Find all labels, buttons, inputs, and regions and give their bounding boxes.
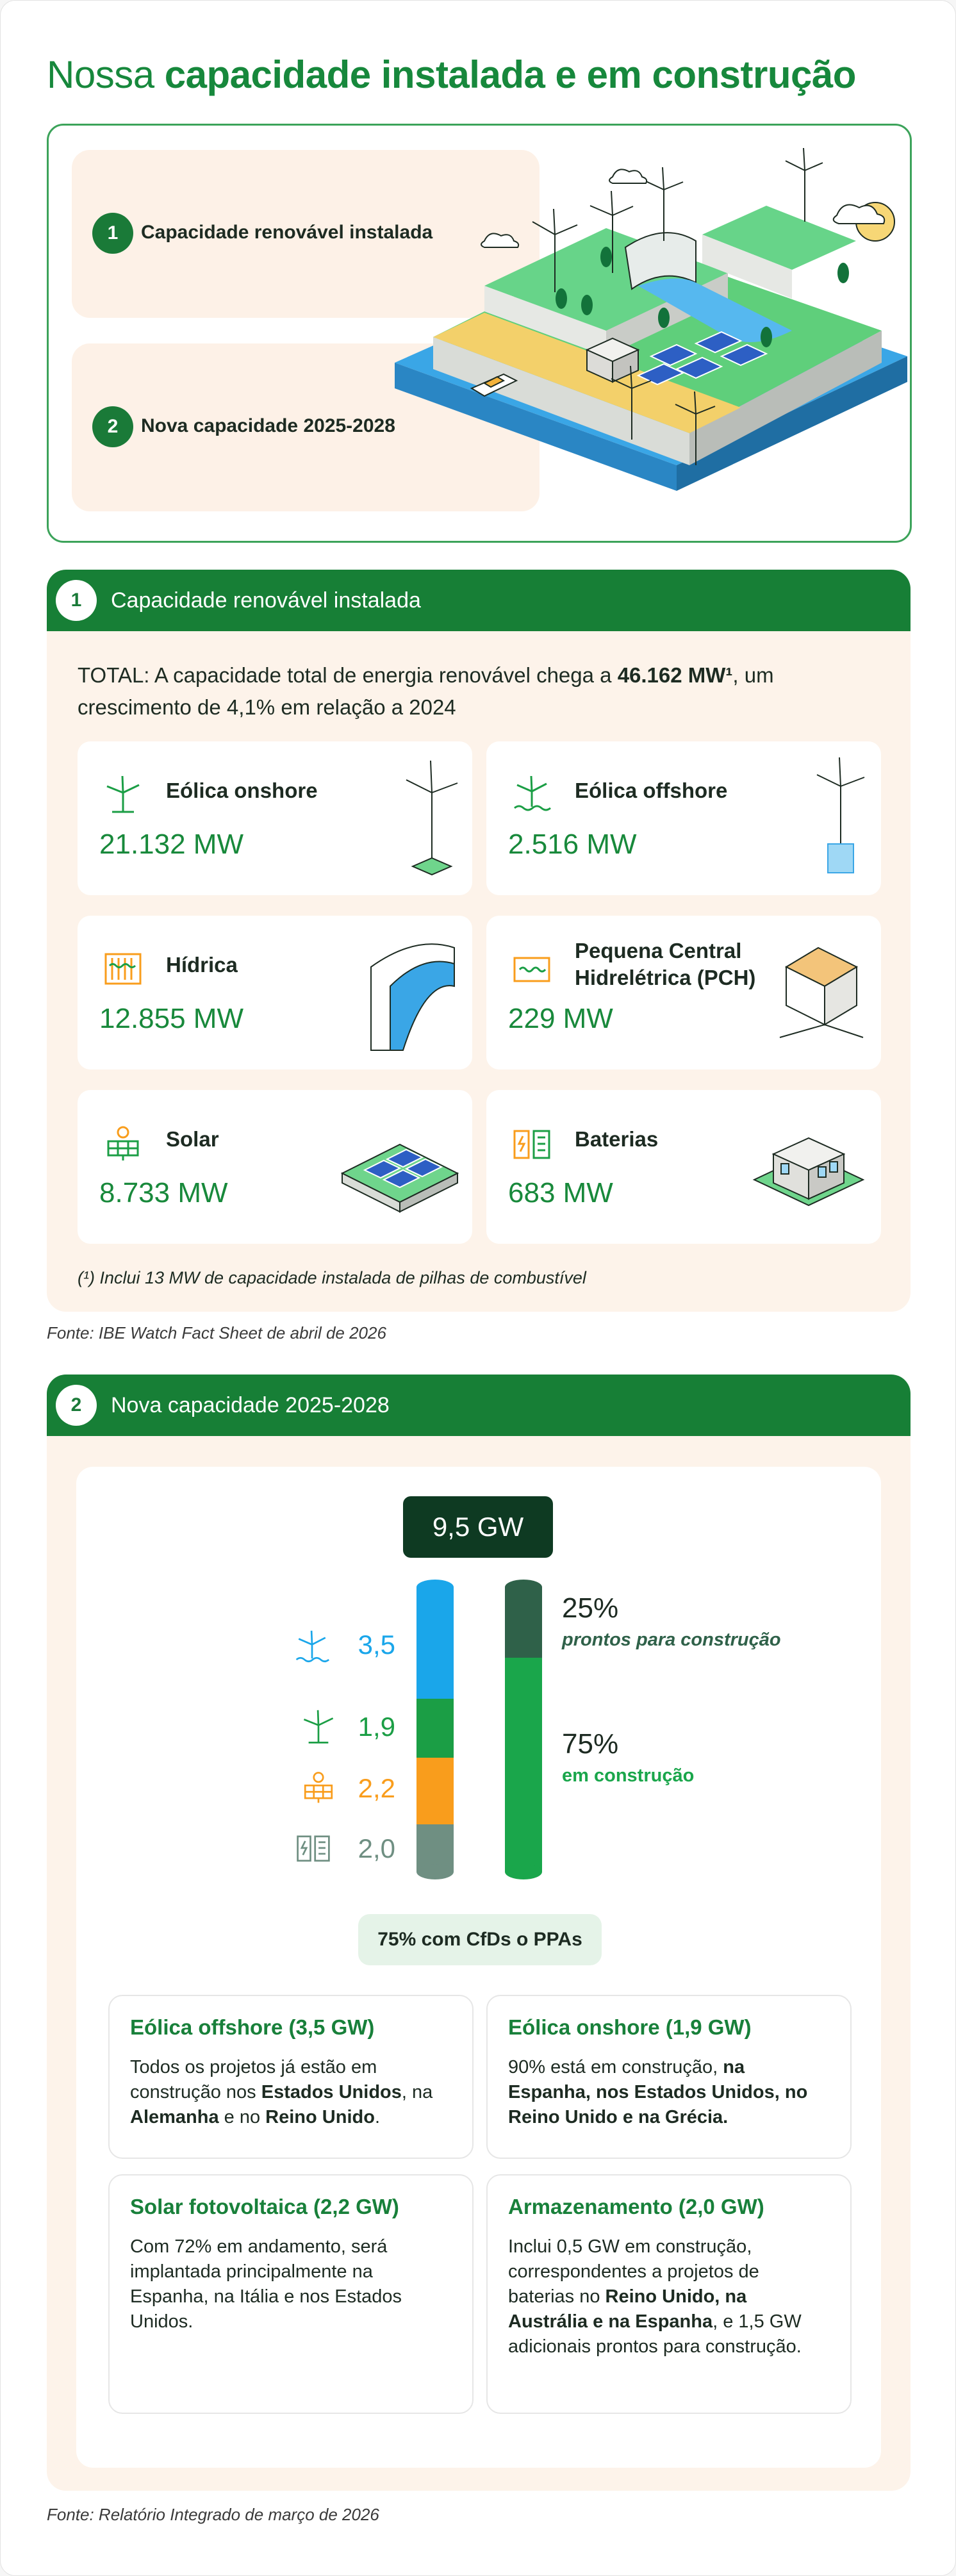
detail-card-storage: Armazenamento (2,0 GW) Inclui 0,5 GW em … [486,2174,852,2414]
card-label: Eólica onshore [166,779,318,802]
solar-panel-icon [107,1126,139,1160]
detail-card-solar: Solar fotovoltaica (2,2 GW) Com 72% em a… [108,2174,474,2414]
card-label: Solar [166,1127,219,1151]
bar-segment-storage [416,1824,454,1872]
section-title: Capacidade renovável instalada [111,588,421,613]
section-header: 2 Nova capacidade 2025-2028 [47,1375,911,1436]
status-label-construction: em construção [562,1765,695,1786]
small-hydro-icon [513,957,550,982]
new-capacity-panel: 9,5 GW 3,5 1,9 2,2 [76,1467,881,2468]
bar-value-solar: 2,2 [358,1773,395,1803]
page-title: Nossa capacidade instalada e em construç… [47,53,856,96]
offshore-wind-icon [514,775,551,811]
bar-segment-solar [416,1758,454,1824]
card-label: Baterias [575,1127,659,1151]
bar-value-storage: 2,0 [358,1833,395,1863]
total-capacity-pill: 9,5 GW [403,1496,553,1558]
bar-segment-ready [505,1587,542,1658]
dam-illustration [370,943,455,1051]
capacity-card-pch: Pequena Central Hidrelétrica (PCH) 229 M… [486,916,881,1069]
status-label-ready: prontos para construção [562,1630,781,1650]
wind-turbine-illustration [406,760,458,876]
wind-turbine-icon [303,1710,334,1744]
detail-text: Com 72% em andamento, será implantada pr… [130,2236,402,2332]
source-note: Fonte: IBE Watch Fact Sheet de abril de … [47,1323,386,1342]
battery-icon [297,1835,330,1862]
battery-building-illustration [752,1137,865,1207]
solar-panel-icon [304,1772,333,1803]
capacity-card-onshore: Eólica onshore 21.132 MW [78,741,472,895]
detail-title: Eólica onshore (1,9 GW) [508,2015,752,2039]
capacity-card-hydro: Hídrica 12.855 MW [78,916,472,1069]
cfd-badge: 75% com CfDs o PPAs [358,1914,602,1965]
hero-item-number: 2 [92,406,133,447]
detail-card-onshore: Eólica onshore (1,9 GW) 90% está em cons… [486,1995,852,2159]
technology-stacked-bar [416,1580,454,1879]
card-value: 8.733 MW [99,1177,228,1209]
detail-text: Todos os projetos já estão em construção… [130,2057,433,2127]
hero-panel: 1 Capacidade renovável instalada 2 Nova … [47,124,912,543]
hydro-dam-icon [104,953,142,985]
capacity-card-offshore: Eólica offshore 2.516 MW [486,741,881,895]
detail-card-offshore: Eólica offshore (3,5 GW) Todos os projet… [108,1995,474,2159]
section-header: 1 Capacidade renovável instalada [47,570,911,631]
capacity-card-solar: Solar 8.733 MW [78,1090,472,1244]
capacity-card-battery: Baterias 683 MW [486,1090,881,1244]
hero-item-label: Capacidade renovável instalada [141,222,433,243]
hero-item-installed[interactable]: 1 Capacidade renovável instalada [72,150,540,318]
status-pct-construction: 75% [562,1728,619,1760]
battery-icon [513,1130,550,1159]
hero-item-number: 1 [92,213,133,254]
card-value: 2.516 MW [508,829,637,860]
offshore-turbine-illustration [816,757,865,873]
bar-segment-offshore [416,1587,454,1699]
bar-segment-construction [505,1658,542,1872]
small-hydro-illustration [779,946,864,1038]
status-pct-ready: 25% [562,1592,619,1624]
card-label: Pequena Central Hidrelétrica (PCH) [575,939,756,989]
solar-farm-illustration [340,1143,459,1213]
card-value: 229 MW [508,1003,613,1034]
bar-segment-onshore [416,1699,454,1758]
card-value: 21.132 MW [99,829,243,860]
section-number: 2 [56,1385,97,1426]
bar-value-offshore: 3,5 [358,1630,395,1660]
detail-text: 90% está em construção, na Espanha, nos … [508,2057,808,2127]
footnote: (¹) Inclui 13 MW de capacidade instalada… [78,1268,586,1287]
detail-title: Eólica offshore (3,5 GW) [130,2015,375,2039]
bar-value-onshore: 1,9 [358,1712,395,1742]
new-capacity-section: 2 Nova capacidade 2025-2028 9,5 GW [47,1375,911,2491]
hero-item-label: Nova capacidade 2025-2028 [141,415,395,436]
installed-capacity-section: 1 Capacidade renovável instalada TOTAL: … [47,570,911,1312]
card-label: Hídrica [166,953,238,977]
wind-turbine-icon [106,775,140,813]
offshore-wind-icon [295,1630,330,1663]
card-value: 683 MW [508,1177,613,1209]
card-value: 12.855 MW [99,1003,243,1034]
detail-text: Inclui 0,5 GW em construção, corresponde… [508,2236,802,2357]
card-label: Eólica offshore [575,779,728,802]
total-capacity-text: TOTAL: A capacidade total de energia ren… [78,663,774,719]
status-stacked-bar [505,1580,542,1879]
source-note: Fonte: Relatório Integrado de março de 2… [47,2505,379,2524]
energy-landscape-illustration [395,147,907,491]
detail-title: Solar fotovoltaica (2,2 GW) [130,2195,399,2218]
detail-title: Armazenamento (2,0 GW) [508,2195,764,2218]
section-title: Nova capacidade 2025-2028 [111,1393,390,1417]
section-number: 1 [56,580,97,621]
